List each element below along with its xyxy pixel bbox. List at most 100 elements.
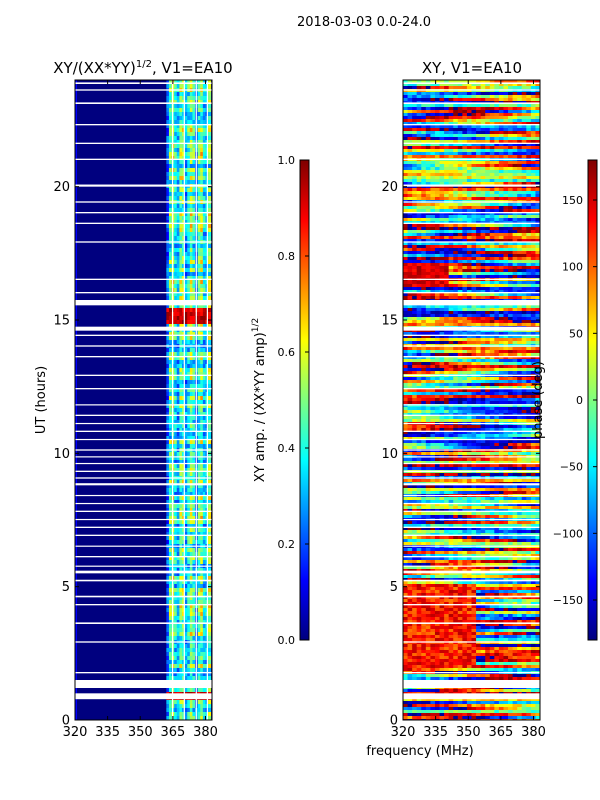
amplitude-cell <box>197 436 201 440</box>
amplitude-cell <box>181 320 185 324</box>
phase-cell <box>407 245 413 248</box>
phase-cell <box>462 254 468 257</box>
amplitude-cell <box>184 388 188 392</box>
amplitude-cell <box>200 252 204 256</box>
phase-cell <box>521 281 527 284</box>
phase-cell <box>476 113 482 116</box>
amplitude-cell <box>168 468 172 472</box>
phase-cell <box>480 137 486 140</box>
phase-cell <box>444 236 450 239</box>
amplitude-cell <box>184 80 188 84</box>
amplitude-cell <box>192 388 196 392</box>
amplitude-cell <box>187 292 191 296</box>
phase-cell <box>444 164 450 167</box>
phase-cell <box>453 83 459 86</box>
phase-cell <box>444 203 450 206</box>
amplitude-cell <box>176 676 180 680</box>
phase-cell <box>480 131 486 134</box>
phase-cell <box>439 182 445 185</box>
phase-cell <box>535 110 540 113</box>
amplitude-cell <box>184 252 188 256</box>
amplitude-cell <box>197 324 201 328</box>
amplitude-cell <box>179 260 183 264</box>
amplitude-cell <box>179 496 183 500</box>
phase-cell <box>421 80 427 83</box>
amplitude-cell <box>189 416 193 420</box>
amplitude-cell <box>166 188 170 192</box>
amplitude-flagged-row <box>75 345 212 347</box>
phase-cell <box>457 287 463 290</box>
amplitude-cell <box>166 252 170 256</box>
phase-cell <box>434 80 440 83</box>
amplitude-cell <box>187 296 191 300</box>
amplitude-cell <box>168 508 172 512</box>
phase-cell <box>471 203 477 206</box>
phase-cell <box>485 212 491 215</box>
phase-cell <box>489 98 495 101</box>
amplitude-cell <box>189 272 193 276</box>
phase-cell <box>494 137 500 140</box>
amplitude-cell <box>208 392 212 396</box>
phase-cell <box>485 107 491 110</box>
phase-cell <box>512 203 518 206</box>
amplitude-cell <box>197 548 201 552</box>
phase-cell <box>480 215 486 218</box>
phase-cell <box>425 224 431 227</box>
amplitude-cell <box>189 108 193 112</box>
phase-cell <box>466 107 472 110</box>
amplitude-cell <box>200 164 204 168</box>
phase-cell <box>434 95 440 98</box>
phase-cell <box>439 236 445 239</box>
amplitude-cell <box>174 388 178 392</box>
phase-cell <box>407 257 413 260</box>
amplitude-cell <box>202 472 206 476</box>
amplitude-cell <box>187 212 191 216</box>
amplitude-cell <box>166 260 170 264</box>
phase-cell <box>462 293 468 296</box>
phase-cell <box>462 128 468 131</box>
amplitude-cell <box>176 376 180 380</box>
phase-cell <box>530 233 536 236</box>
amplitude-cell <box>192 188 196 192</box>
amplitude-flagged-row <box>75 158 212 160</box>
amplitude-cell <box>197 96 201 100</box>
phase-cell <box>434 167 440 170</box>
amplitude-cell <box>189 172 193 176</box>
amplitude-cell <box>176 140 180 144</box>
phase-cell <box>485 221 491 224</box>
amplitude-cell <box>166 512 170 516</box>
phase-cell <box>462 284 468 287</box>
phase-cell <box>476 224 482 227</box>
amplitude-cell <box>179 320 183 324</box>
phase-cell <box>448 161 454 164</box>
phase-cell <box>489 164 495 167</box>
phase-cell <box>521 113 527 116</box>
phase-cell <box>434 269 440 272</box>
phase-cell <box>448 221 454 224</box>
amplitude-cell <box>184 532 188 536</box>
phase-cell <box>434 227 440 230</box>
amplitude-cell <box>197 540 201 544</box>
phase-cell <box>466 227 472 230</box>
amplitude-cell <box>181 332 185 336</box>
phase-cell <box>471 167 477 170</box>
phase-cell <box>444 173 450 176</box>
amplitude-cell <box>181 460 185 464</box>
amplitude-cell <box>179 232 183 236</box>
amplitude-cell <box>181 508 185 512</box>
amplitude-cell <box>184 304 188 308</box>
amplitude-cell <box>181 644 185 648</box>
amplitude-cell <box>187 568 191 572</box>
amplitude-cell <box>179 172 183 176</box>
amplitude-cell <box>208 660 212 664</box>
phase-cell <box>430 230 436 233</box>
phase-cell <box>471 254 477 257</box>
amplitude-cell <box>181 132 185 136</box>
amplitude-cell <box>197 428 201 432</box>
amplitude-cell <box>184 140 188 144</box>
phase-cell <box>444 167 450 170</box>
amplitude-cell <box>202 120 206 124</box>
phase-cell <box>480 134 486 137</box>
amplitude-cell <box>174 396 178 400</box>
phase-cell <box>403 116 408 119</box>
